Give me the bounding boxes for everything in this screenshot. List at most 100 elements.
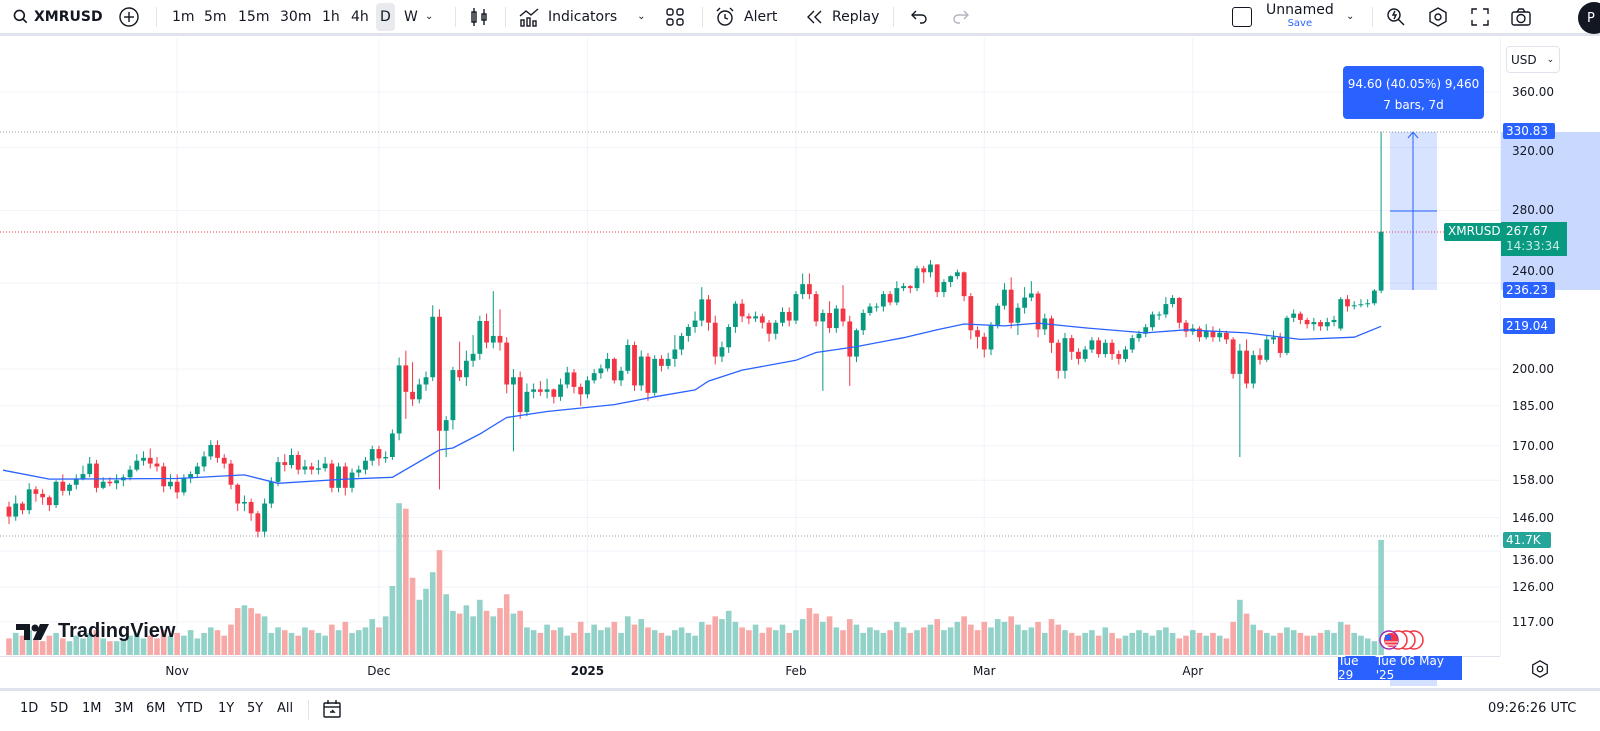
- range-1d[interactable]: 1D: [20, 701, 39, 716]
- volume-bar: [308, 630, 315, 655]
- volume-bar: [994, 619, 1001, 655]
- avatar[interactable]: P: [1578, 2, 1600, 34]
- currency-dropdown[interactable]: USD ⌄: [1506, 46, 1560, 73]
- interval-d[interactable]: D: [376, 3, 395, 31]
- fullscreen-button[interactable]: [1469, 0, 1491, 33]
- volume-bar: [140, 638, 147, 655]
- candle-body: [336, 466, 341, 488]
- interval-5m[interactable]: 5m: [204, 9, 227, 25]
- redo-button[interactable]: [950, 0, 972, 33]
- interval-dropdown[interactable]: ⌄: [425, 0, 433, 33]
- layout-name-button[interactable]: Unnamed Save: [1266, 0, 1334, 33]
- measure-change: 94.60 (40.05%) 9,460: [1347, 77, 1480, 91]
- undo-button[interactable]: [908, 0, 930, 33]
- volume-bar: [1055, 624, 1062, 655]
- candle-body: [1304, 319, 1310, 325]
- volume-bar: [1250, 624, 1257, 655]
- candle-body: [692, 320, 698, 327]
- volume-bar: [759, 632, 766, 655]
- replay-button[interactable]: Replay: [804, 0, 879, 33]
- volume-bar: [107, 641, 113, 655]
- price-chart[interactable]: [0, 0, 1500, 686]
- volume-bar: [826, 616, 833, 655]
- ma-value-tag: 219.04: [1503, 318, 1555, 334]
- indicators-button[interactable]: Indicators ⌄: [518, 0, 646, 33]
- interval-4h[interactable]: 4h: [351, 9, 369, 25]
- candle-body: [1230, 339, 1236, 374]
- range-6m[interactable]: 6M: [146, 701, 166, 716]
- price-label: 280.00: [1512, 203, 1554, 218]
- symbol-search[interactable]: XMRUSD: [12, 0, 103, 33]
- quick-search-button[interactable]: [1385, 0, 1407, 33]
- volume-bar: [100, 638, 106, 655]
- layouts-button[interactable]: [664, 0, 686, 33]
- range-5d[interactable]: 5D: [50, 701, 69, 716]
- range-all[interactable]: All: [277, 701, 294, 716]
- range-1m[interactable]: 1M: [82, 701, 102, 716]
- time-axis[interactable]: [0, 656, 1500, 686]
- candle-body: [497, 335, 503, 343]
- interval-w[interactable]: W: [404, 9, 418, 25]
- measure-tool[interactable]: [1390, 131, 1437, 290]
- volume-bar: [228, 624, 234, 655]
- volume-bar: [174, 632, 180, 655]
- candle-body: [806, 284, 812, 295]
- settings-button[interactable]: [1427, 0, 1449, 33]
- layout-checkbox[interactable]: [1232, 0, 1252, 33]
- candle-body: [1271, 337, 1276, 340]
- volume-bar: [268, 632, 275, 655]
- candle-body: [1197, 328, 1202, 338]
- candle-body: [477, 320, 483, 354]
- candle-body: [531, 389, 537, 392]
- candle-body: [1170, 297, 1175, 305]
- volume-bar: [900, 627, 907, 655]
- candle-body: [1358, 304, 1364, 306]
- alarm-clock-icon: [716, 7, 734, 26]
- clock[interactable]: 09:26:26 UTC: [1488, 701, 1577, 716]
- time-label: Apr: [1182, 664, 1204, 678]
- candle-body: [60, 481, 66, 491]
- interval-15m[interactable]: 15m: [238, 9, 270, 25]
- snapshot-button[interactable]: [1510, 0, 1532, 33]
- candle-body: [161, 466, 167, 487]
- candle-body: [1351, 305, 1357, 307]
- volume-bar: [524, 627, 530, 655]
- volume-bar: [396, 503, 402, 655]
- volume-bar: [1304, 635, 1310, 655]
- candle-body: [685, 326, 691, 336]
- compare-symbol-button[interactable]: [118, 0, 140, 33]
- interval-1h[interactable]: 1h: [322, 9, 340, 25]
- volume-bar: [1317, 632, 1324, 655]
- volume-bar: [241, 605, 248, 655]
- candle-body: [1250, 355, 1256, 384]
- volume-bar: [429, 572, 436, 655]
- price-axis[interactable]: [1500, 38, 1600, 656]
- volume-bar: [335, 630, 342, 655]
- candle-body: [874, 306, 880, 308]
- volume-bar: [571, 632, 577, 655]
- volume-bar: [416, 599, 423, 655]
- candle-body: [887, 294, 893, 303]
- candle-body: [73, 478, 79, 485]
- layout-menu-button[interactable]: ⌄: [1346, 0, 1354, 33]
- volume-bar: [873, 630, 880, 655]
- alert-button[interactable]: Alert: [714, 0, 777, 33]
- axis-settings-button[interactable]: [1530, 659, 1550, 683]
- go-to-date-button[interactable]: [321, 698, 343, 724]
- volume-bar: [1237, 599, 1243, 655]
- chart-type-button[interactable]: [468, 0, 490, 33]
- candle-body: [168, 481, 173, 487]
- candle-body: [282, 462, 288, 466]
- range-5y[interactable]: 5Y: [247, 701, 264, 716]
- range-1y[interactable]: 1Y: [218, 701, 235, 716]
- range-ytd[interactable]: YTD: [177, 701, 203, 716]
- range-3m[interactable]: 3M: [114, 701, 134, 716]
- price-label: 146.00: [1512, 510, 1554, 525]
- event-flags[interactable]: [1379, 630, 1424, 650]
- interval-30m[interactable]: 30m: [280, 9, 312, 25]
- candle-body: [154, 463, 160, 467]
- candle-body: [1116, 354, 1122, 359]
- interval-1m[interactable]: 1m: [172, 9, 195, 25]
- volume-bar: [409, 577, 416, 655]
- volume-bar: [376, 627, 382, 655]
